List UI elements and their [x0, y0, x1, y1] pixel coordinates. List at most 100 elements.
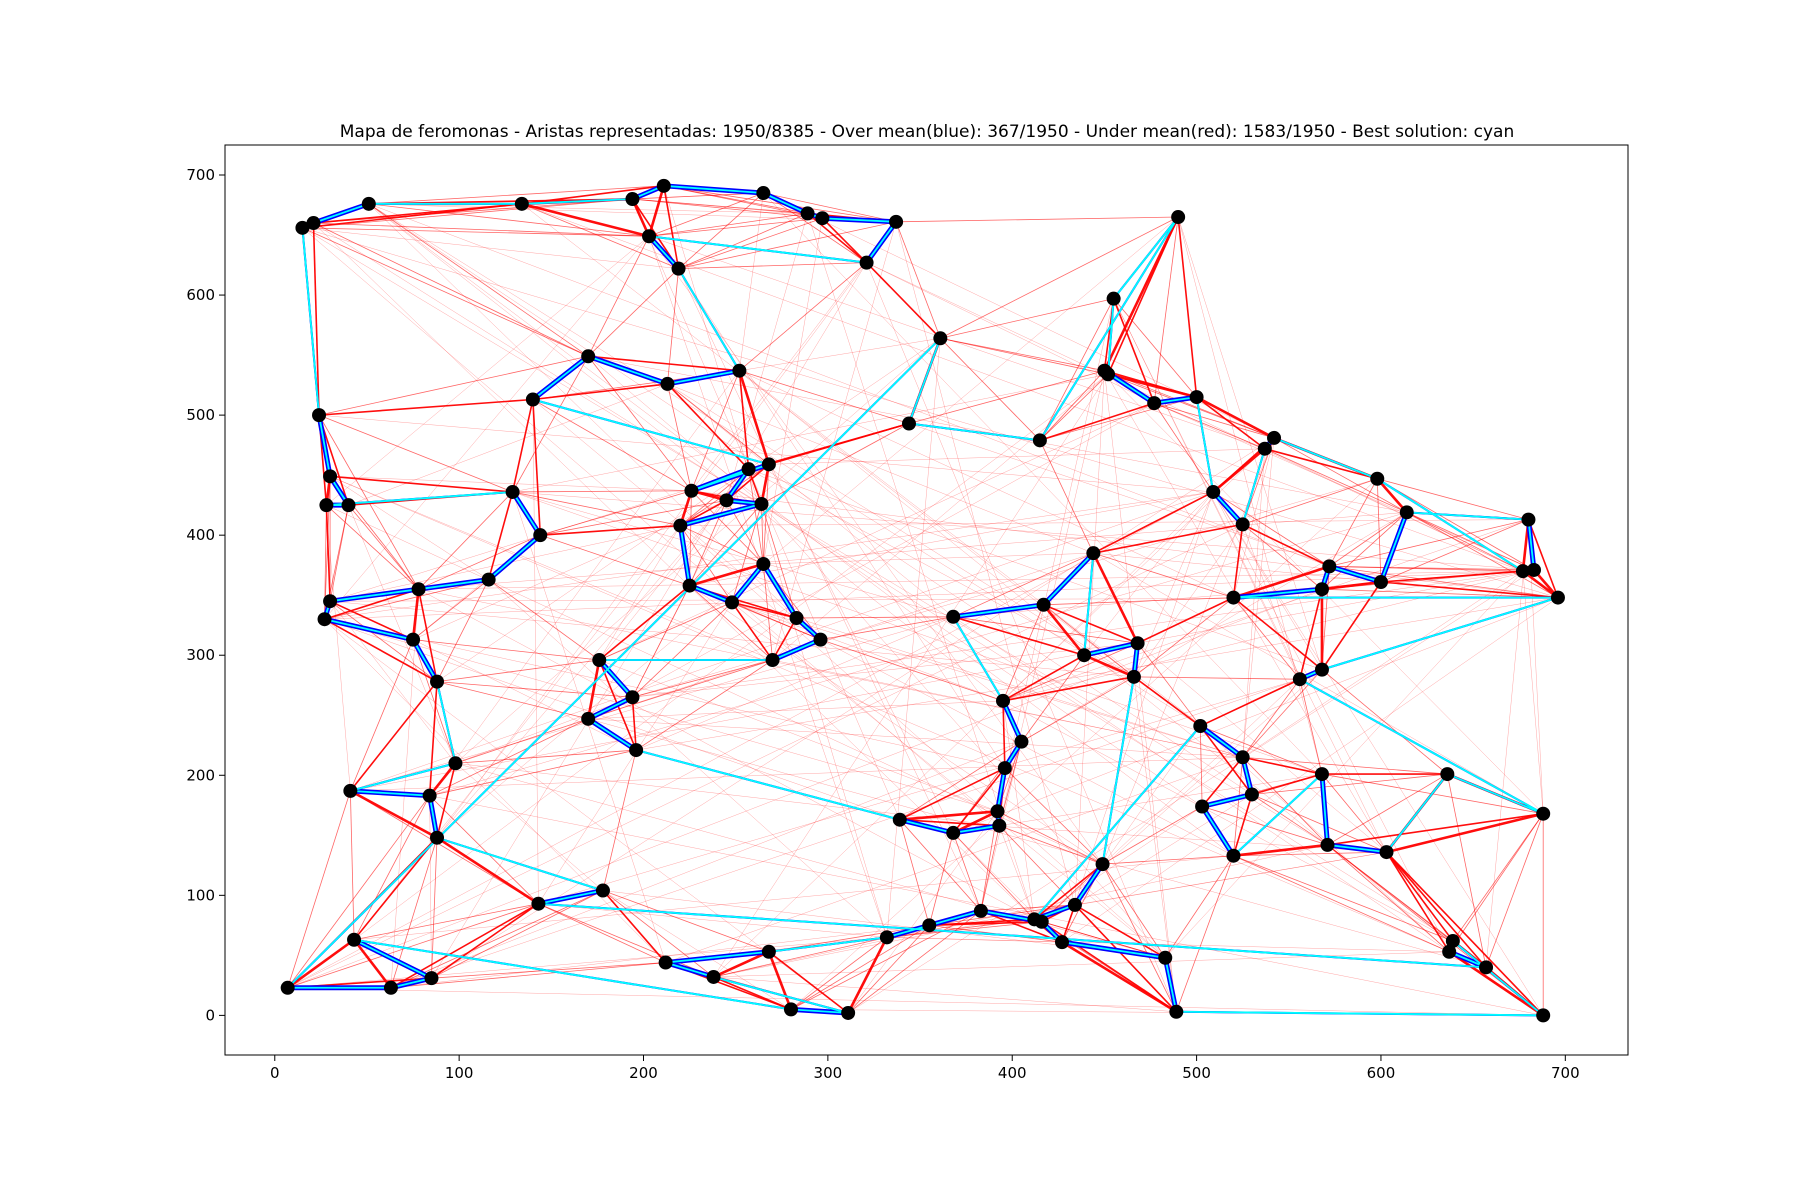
node-point: [933, 331, 948, 346]
under-mean-edge: [1133, 597, 1234, 678]
under-mean-edge: [1233, 565, 1330, 599]
under-mean-edge: [521, 203, 1135, 678]
under-mean-edge: [1385, 851, 1487, 968]
under-mean-edge: [368, 203, 808, 214]
under-mean-edge: [1242, 524, 1301, 680]
under-mean-edge: [348, 504, 419, 590]
under-mean-edge: [999, 773, 1322, 826]
best-solution-edge: [1527, 519, 1535, 571]
node-point: [347, 932, 362, 947]
under-mean-edge: [1061, 597, 1559, 943]
under-mean-edge: [1133, 676, 1300, 680]
under-mean-edge: [1074, 851, 1387, 906]
under-mean-edge: [1329, 512, 1407, 567]
y-tick-label: 500: [186, 406, 215, 424]
under-mean-edge: [1102, 806, 1203, 865]
best-solution-edge: [1061, 941, 1166, 959]
under-mean-edge: [436, 579, 489, 682]
node-point: [1521, 512, 1536, 527]
under-mean-edge: [1242, 448, 1266, 758]
under-mean-edge: [353, 795, 430, 940]
under-mean-edge: [1385, 851, 1450, 953]
under-mean-edge: [1446, 773, 1487, 968]
node-point: [514, 196, 529, 211]
under-mean-edge: [1107, 373, 1275, 439]
node-point: [1195, 799, 1210, 814]
under-mean-edge: [287, 524, 1243, 988]
under-mean-edge: [599, 402, 1155, 661]
best-solution-edge: [1083, 553, 1095, 656]
best-solution-edge: [587, 696, 633, 720]
under-mean-edge: [997, 810, 1103, 865]
under-mean-edge: [368, 203, 1201, 727]
under-mean-edge: [886, 851, 1387, 938]
node-point: [1536, 806, 1551, 821]
under-mean-edge: [326, 504, 1103, 865]
under-mean-edge: [738, 370, 750, 470]
under-mean-edge: [324, 619, 849, 1014]
x-axis: 0 100 200 300 400 500 600 700: [270, 1055, 1580, 1082]
under-mean-edge: [302, 227, 1328, 846]
under-mean-edge: [1385, 851, 1544, 1016]
under-mean-edge: [689, 585, 773, 661]
under-mean-edge: [429, 749, 637, 797]
under-mean-edge: [1102, 863, 1166, 958]
node-point: [323, 469, 338, 484]
under-mean-edge: [1177, 216, 1323, 775]
under-mean-edge: [846, 936, 889, 1014]
under-mean-edge: [313, 222, 1453, 942]
under-mean-edge: [1212, 447, 1266, 493]
best-solution-edge: [1299, 678, 1544, 815]
under-mean-edge: [691, 370, 740, 491]
under-mean-edge: [1153, 216, 1179, 404]
under-mean-edge: [521, 202, 650, 238]
node-point: [754, 496, 769, 511]
under-mean-edge: [899, 819, 1387, 853]
node-point: [783, 1002, 798, 1017]
under-mean-edge: [588, 402, 1155, 720]
under-mean-edge: [1039, 396, 1197, 441]
node-point: [295, 220, 310, 235]
under-mean-edge: [713, 844, 1328, 978]
best-solution-edge: [1074, 863, 1104, 906]
under-mean-edge: [790, 478, 1378, 1010]
under-mean-edge: [1133, 491, 1214, 677]
y-tick-label: 700: [186, 166, 215, 184]
best-solution-edge: [1201, 793, 1253, 808]
under-mean-edge: [1242, 523, 1330, 568]
node-point: [671, 261, 686, 276]
under-mean-edge: [350, 642, 1138, 792]
node-point: [1086, 546, 1101, 561]
node-point: [481, 572, 496, 587]
under-mean-edge: [511, 399, 534, 493]
best-solution-edge: [1452, 940, 1544, 1017]
under-mean-edge: [324, 619, 666, 963]
under-mean-edge: [953, 616, 1138, 644]
under-mean-edge: [647, 185, 666, 237]
node-point: [656, 178, 671, 193]
under-mean-edge: [739, 370, 910, 424]
best-solution-edge: [996, 767, 1006, 812]
under-mean-edge: [538, 678, 1300, 904]
under-mean-edge: [368, 203, 797, 619]
under-mean-edge: [713, 936, 887, 978]
under-mean-edge: [521, 203, 1523, 572]
node-point: [1130, 636, 1145, 651]
best-solution-edge: [1042, 552, 1094, 606]
under-mean-edge: [412, 639, 637, 751]
under-mean-edge: [1074, 794, 1253, 906]
under-mean-edge: [318, 414, 513, 493]
best-solution-edge: [1112, 216, 1179, 300]
best-solution-edge: [1033, 725, 1201, 920]
under-mean-edge: [418, 534, 541, 590]
under-mean-edge: [313, 198, 633, 224]
under-mean-edge: [330, 600, 1134, 678]
node-point: [1536, 1008, 1551, 1023]
under-mean-edge: [368, 185, 664, 205]
x-tick-label: 0: [270, 1064, 280, 1082]
under-mean-edge: [999, 825, 1103, 865]
chart-title: Mapa de feromonas - Aristas representada…: [340, 122, 1514, 142]
y-tick-label: 300: [186, 646, 215, 664]
under-mean-edge: [665, 757, 1243, 963]
node-point: [892, 812, 907, 827]
